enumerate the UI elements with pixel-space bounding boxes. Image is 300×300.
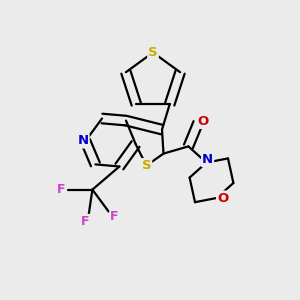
Text: O: O [217,191,228,205]
Text: N: N [202,153,213,166]
Text: F: F [110,210,119,223]
Text: O: O [198,115,209,128]
Text: F: F [81,215,90,228]
Text: N: N [77,134,89,148]
Text: S: S [142,159,151,172]
Text: F: F [57,183,65,196]
Text: S: S [148,46,158,59]
